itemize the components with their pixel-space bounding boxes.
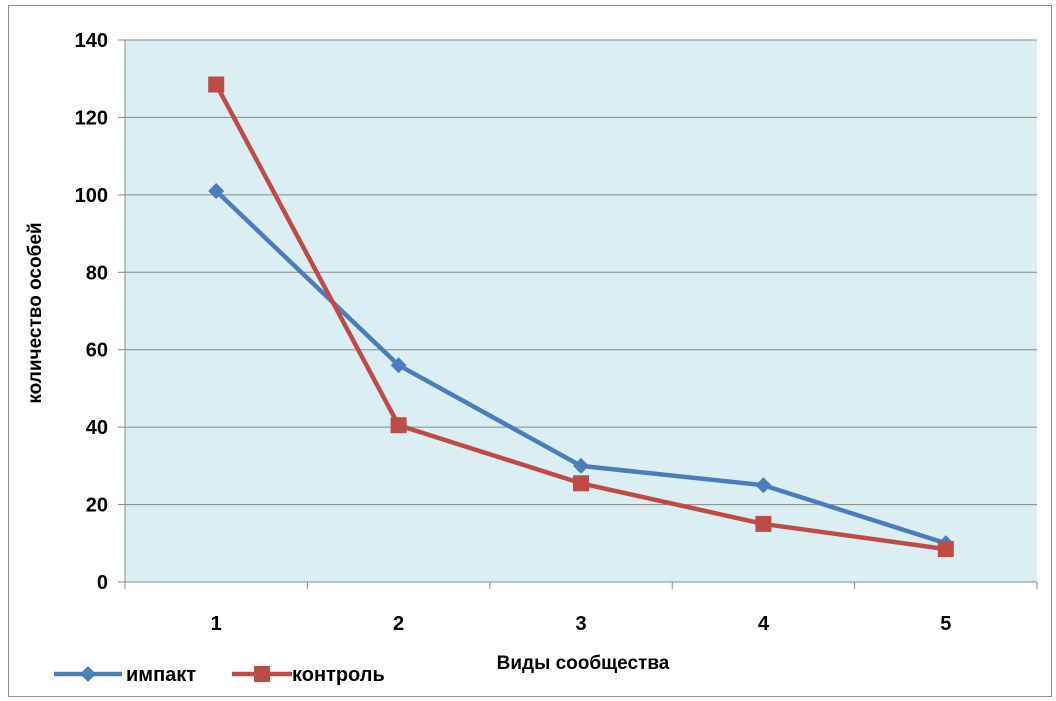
- data-point: [573, 475, 589, 492]
- y-axis-ticks: [118, 39, 125, 583]
- data-point: [755, 477, 772, 494]
- x-axis-title: Виды сообщества: [497, 653, 670, 674]
- y-tick-label: 100: [75, 185, 108, 207]
- y-tick-label: 20: [86, 495, 108, 517]
- y-axis-tick-labels: 0 20 40 60 80 100 120 140: [75, 30, 108, 594]
- y-tick-label: 80: [86, 262, 108, 284]
- series-control: [208, 76, 954, 558]
- y-tick-label: 40: [86, 417, 108, 439]
- x-tick-label: 3: [575, 613, 586, 635]
- plot-area: [125, 40, 1037, 582]
- x-axis-ticks: [124, 582, 1038, 589]
- x-tick-label: 1: [211, 613, 222, 635]
- data-point: [208, 182, 225, 199]
- data-point: [937, 541, 954, 558]
- x-tick-label: 4: [758, 613, 770, 635]
- legend-item-control: контроль: [232, 664, 385, 686]
- data-point: [755, 515, 772, 532]
- y-axis-title: количество особей: [25, 222, 46, 403]
- y-tick-label: 60: [86, 340, 108, 362]
- data-point: [390, 417, 407, 434]
- x-tick-label: 5: [940, 613, 951, 635]
- legend: импакт контроль: [54, 664, 385, 686]
- legend-marker-square: [254, 666, 270, 682]
- series-layer: [208, 76, 954, 558]
- y-tick-label: 0: [97, 572, 108, 594]
- legend-label-control: контроль: [292, 664, 385, 686]
- x-axis-tick-labels: 1 2 3 4 5: [211, 613, 952, 635]
- y-tick-label: 140: [75, 30, 108, 52]
- y-tick-label: 120: [75, 107, 108, 129]
- legend-label-impact: импакт: [126, 664, 196, 686]
- data-point: [390, 357, 407, 374]
- x-tick-label: 2: [393, 613, 404, 635]
- legend-item-impact: импакт: [54, 664, 196, 686]
- data-point: [208, 76, 225, 93]
- data-point: [573, 457, 589, 474]
- legend-marker-diamond: [80, 666, 96, 682]
